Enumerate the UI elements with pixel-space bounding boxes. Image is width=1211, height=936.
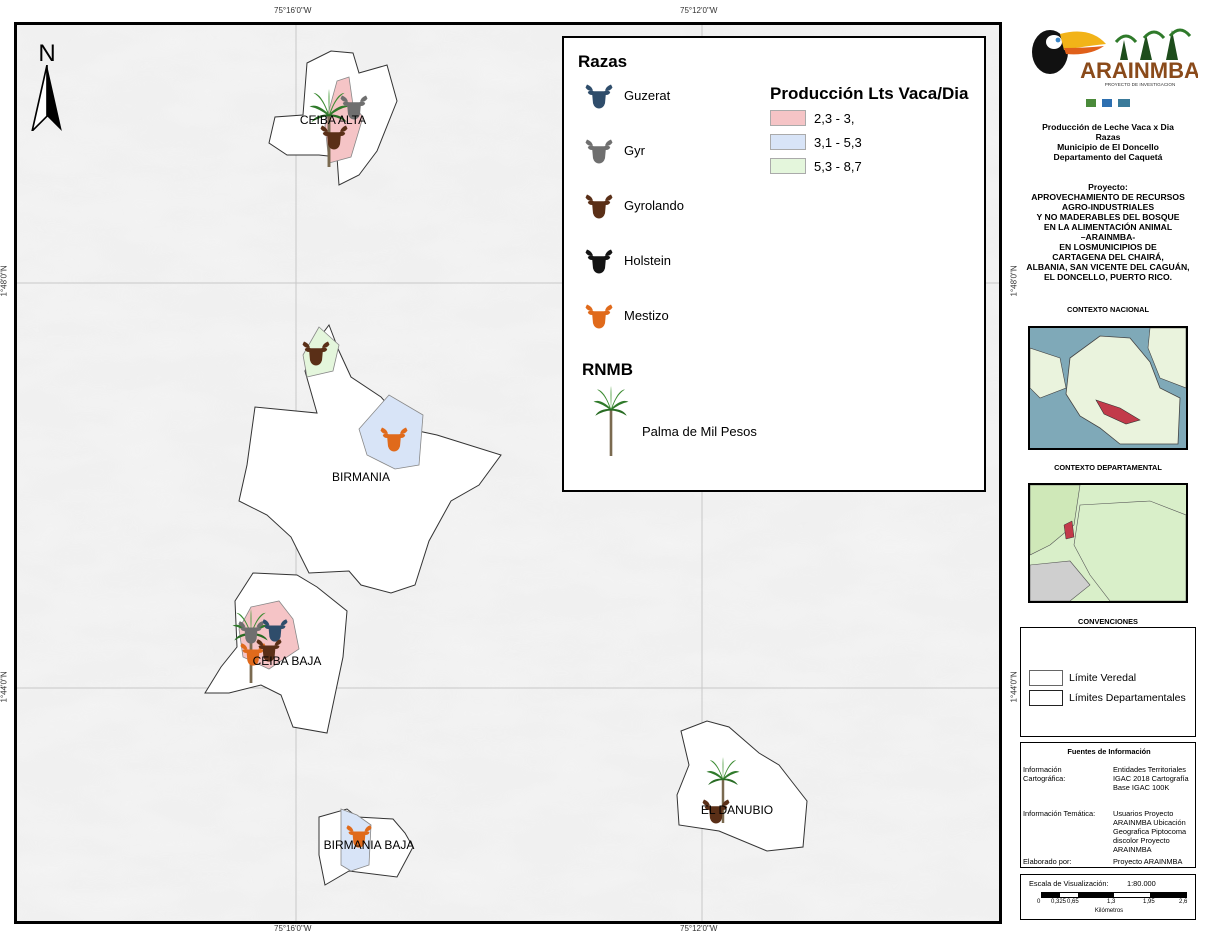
class-label: 3,1 - 5,3 bbox=[814, 135, 862, 150]
convenciones-box: Límite Veredal Límites Departamentales bbox=[1020, 627, 1196, 737]
limites-departamentales-swatch bbox=[1029, 690, 1063, 706]
fuente-key: Información Temática: bbox=[1023, 809, 1096, 818]
scale-tick: 0 bbox=[1037, 899, 1041, 905]
fuentes-title: Fuentes de Información bbox=[1067, 747, 1151, 756]
scale-tick: 0,325 bbox=[1051, 899, 1067, 905]
map-title-block: Producción de Leche Vaca x Dia Razas Mun… bbox=[1018, 122, 1198, 162]
escala-label: Escala de Visualización: bbox=[1029, 879, 1109, 888]
scale-tick: 1,3 bbox=[1107, 899, 1116, 905]
project-line: EL DONCELLO, PUERTO RICO. bbox=[1043, 272, 1173, 282]
scale-ticks: 0 0,325 0,65 1,3 1,95 2,6 bbox=[1027, 899, 1199, 909]
conv-label: Límite Veredal bbox=[1069, 672, 1137, 684]
title-line: Departamento del Caquetá bbox=[1053, 152, 1163, 162]
side-panel: ARAINMBA PROYECTO DE INVESTIGACION Produ… bbox=[1018, 20, 1200, 930]
palma-label: Palma de Mil Pesos bbox=[642, 424, 757, 439]
project-block: Proyecto: APROVECHAMIENTO DE RECURSOS AG… bbox=[1012, 182, 1204, 282]
partner-logos bbox=[1084, 96, 1134, 108]
project-line: AGRO-INDUSTRIALES bbox=[1061, 202, 1155, 212]
vereda-label: CEIBA ALTA bbox=[300, 113, 366, 127]
breed-cow-icon bbox=[585, 249, 613, 274]
legend-box: Razas Guzerat Gyr Gyrolando Holstein Mestizo… bbox=[562, 36, 986, 492]
logo-subtitle: PROYECTO DE INVESTIGACION bbox=[1105, 82, 1176, 87]
coord-bottom-left: 75°16'0"W bbox=[274, 924, 312, 933]
project-line: EN LA ALIMENTACIÓN ANIMAL bbox=[1043, 222, 1173, 232]
breed-label: Mestizo bbox=[624, 308, 669, 323]
caqueta-inset-icon bbox=[1030, 485, 1186, 601]
breed-label: Gyr bbox=[624, 143, 645, 158]
colombia-inset-icon bbox=[1030, 328, 1186, 445]
scale-tick: 1,95 bbox=[1143, 899, 1155, 905]
contexto-departamental-title: CONTEXTO DEPARTAMENTAL bbox=[1054, 463, 1162, 472]
contexto-nacional-title: CONTEXTO NACIONAL bbox=[1067, 305, 1149, 314]
contexto-departamental-map bbox=[1028, 483, 1188, 603]
limite-veredal-swatch bbox=[1029, 670, 1063, 686]
convenciones-title: CONVENCIONES bbox=[1078, 617, 1138, 626]
coord-bottom-right: 75°12'0"W bbox=[680, 924, 718, 933]
palm-legend-icon bbox=[593, 386, 629, 456]
project-line: –ARAINMBA- bbox=[1080, 232, 1136, 242]
project-logo: ARAINMBA PROYECTO DE INVESTIGACION bbox=[1020, 20, 1200, 88]
class-swatch bbox=[770, 134, 806, 150]
scale-bar bbox=[1041, 892, 1187, 898]
coord-left-upper: 1°48'0"N bbox=[0, 265, 9, 297]
legend-produccion-title: Producción Lts Vaca/Dia bbox=[770, 84, 969, 103]
legend-razas-title: Razas bbox=[578, 52, 628, 71]
scale-tick: 2,6 bbox=[1179, 899, 1188, 905]
scale-box: Escala de Visualización: 1:80.000 0 0,32… bbox=[1020, 874, 1196, 920]
vereda-label: BIRMANIA BAJA bbox=[324, 838, 415, 852]
breed-label: Guzerat bbox=[624, 88, 671, 103]
class-swatch bbox=[770, 158, 806, 174]
class-label: 5,3 - 8,7 bbox=[814, 159, 862, 174]
contexto-nacional-map bbox=[1028, 326, 1188, 450]
coord-top-right: 75°12'0"W bbox=[680, 6, 718, 15]
scale-unit: Kilómetros bbox=[1094, 908, 1124, 914]
breed-cow-icon bbox=[585, 84, 613, 109]
breed-cow-icon bbox=[585, 139, 613, 164]
vereda-el-danubio bbox=[676, 720, 808, 852]
logo-text: ARAINMBA bbox=[1080, 58, 1198, 83]
project-line: APROVECHAMIENTO DE RECURSOS bbox=[1031, 192, 1185, 202]
scale-tick: 0,65 bbox=[1067, 899, 1079, 905]
class-swatch bbox=[770, 110, 806, 126]
breed-cow-icon bbox=[585, 194, 613, 219]
conv-label: Límites Departamentales bbox=[1069, 692, 1186, 704]
title-line: Municipio de El Doncello bbox=[1057, 142, 1159, 152]
fuente-key: Información Cartográfica: bbox=[1023, 765, 1066, 783]
project-line: EN LOSMUNICIPIOS DE bbox=[1059, 242, 1157, 252]
north-arrow: N bbox=[31, 40, 63, 131]
class-label: 2,3 - 3, bbox=[814, 111, 855, 126]
vereda-label: EL DANUBIO bbox=[701, 803, 773, 817]
breed-label: Gyrolando bbox=[624, 198, 684, 213]
coord-top-left: 75°16'0"W bbox=[274, 6, 312, 15]
fuente-value: Entidades Territoriales IGAC 2018 Cartog… bbox=[1113, 765, 1189, 792]
coord-left-lower: 1°44'0"N bbox=[0, 671, 9, 703]
legend-rnmb-title: RNMB bbox=[582, 360, 633, 379]
fuentes-box: Fuentes de Información Información Carto… bbox=[1020, 742, 1196, 868]
north-label: N bbox=[38, 40, 55, 67]
project-line: CARTAGENA DEL CHAIRÁ, bbox=[1052, 252, 1164, 262]
project-line: Y NO MADERABLES DEL BOSQUE bbox=[1036, 212, 1180, 222]
breed-label: Holstein bbox=[624, 253, 671, 268]
fuente-value: Usuarios Proyecto ARAINMBA Ubicación Geo… bbox=[1113, 809, 1187, 854]
fuente-key: Elaborado por: bbox=[1023, 857, 1072, 866]
project-line: Proyecto: bbox=[1088, 182, 1128, 192]
prod-birmania bbox=[358, 394, 424, 470]
partner-logos-icon bbox=[1086, 99, 1130, 107]
toucan-logo-icon: ARAINMBA PROYECTO DE INVESTIGACION bbox=[1032, 28, 1200, 87]
vereda-label: CEIBA BAJA bbox=[253, 654, 322, 668]
escala-value: 1:80.000 bbox=[1127, 879, 1156, 888]
vereda-label: BIRMANIA bbox=[332, 470, 390, 484]
fuente-value: Proyecto ARAINMBA bbox=[1113, 857, 1183, 866]
title-line: Producción de Leche Vaca x Dia bbox=[1042, 122, 1174, 132]
breed-cow-icon bbox=[585, 304, 613, 329]
project-line: ALBANIA, SAN VICENTE DEL CAGUÁN, bbox=[1026, 262, 1190, 272]
title-line: Razas bbox=[1095, 132, 1121, 142]
